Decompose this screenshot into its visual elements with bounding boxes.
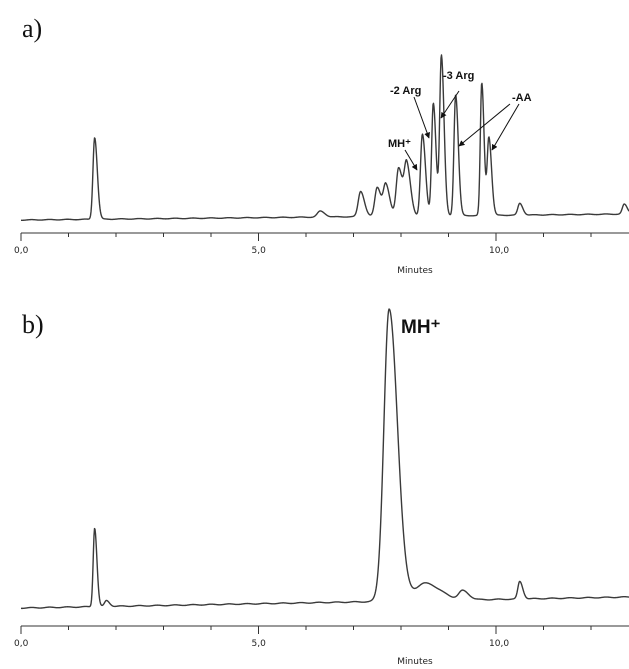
x-axis-title: Minutes [397,266,433,276]
x-tick-label: 5,0 [252,246,267,256]
peak-annotation: -AA [512,92,532,104]
peak-annotation: MH⁺ [401,317,441,338]
annotation-arrow [458,103,511,147]
x-tick-label: 10,0 [489,639,509,649]
x-tick-label: 5,0 [252,639,267,649]
x-tick-label: 0,0 [14,639,29,649]
peak-annotation: -3 Arg [443,70,474,82]
x-axis-title: Minutes [397,657,433,667]
peak-annotation: -2 Arg [390,85,421,97]
annotation-arrow [404,149,418,171]
panel-a-label: a) [22,14,43,43]
annotation-arrow [413,96,430,139]
chromatogram-trace-b [20,308,629,610]
peak-annotation: MH⁺ [388,138,411,150]
chromatogram-trace-a [20,54,629,221]
annotation-arrow [491,103,520,151]
x-tick-label: 10,0 [489,246,509,256]
x-tick-label: 0,0 [14,246,29,256]
annotation-arrow [440,90,460,119]
panel-b-label: b) [22,310,44,339]
